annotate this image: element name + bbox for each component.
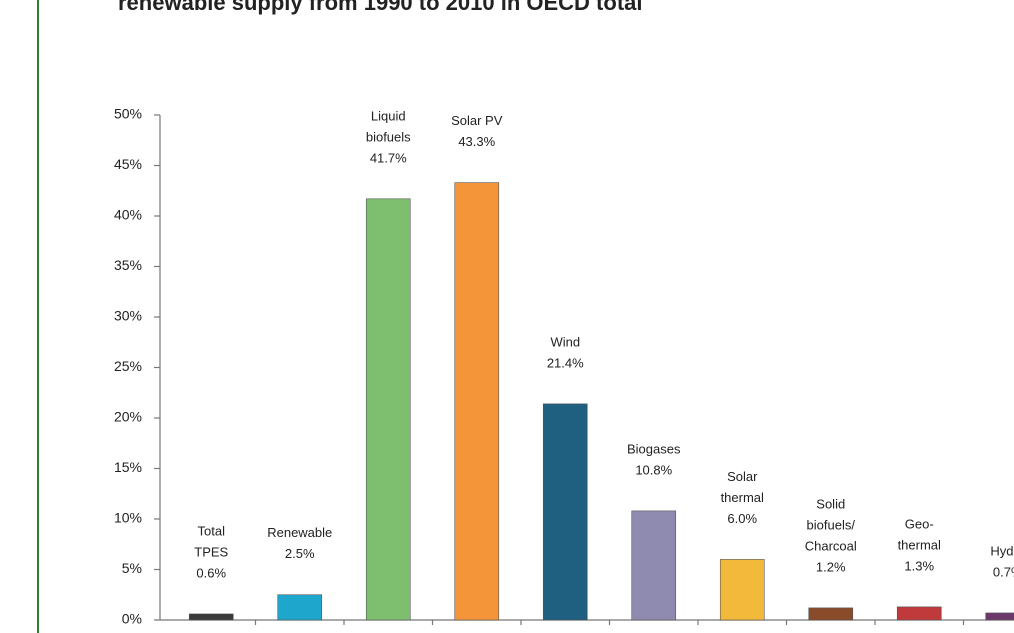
bar	[188, 613, 234, 621]
category-label: Renewable	[267, 525, 332, 540]
y-tick-label: 35%	[114, 257, 142, 273]
category-label: Liquid	[371, 108, 406, 123]
y-tick-label: 45%	[114, 156, 142, 172]
y-tick-label: 15%	[114, 459, 142, 475]
y-tick-label: 5%	[122, 560, 142, 576]
category-label: Geo-	[905, 516, 934, 531]
category-label: TPES	[194, 544, 228, 559]
category-label: biofuels/	[807, 517, 856, 532]
category-label: Solid	[816, 496, 845, 511]
y-tick-label: 0%	[122, 611, 142, 627]
bar	[454, 182, 500, 621]
category-label: thermal	[898, 537, 941, 552]
category-label: Solar PV	[451, 113, 503, 128]
y-tick-label: 25%	[114, 358, 142, 374]
value-label: 10.8%	[635, 462, 672, 477]
category-label: Solar	[727, 469, 758, 484]
y-tick-label: 20%	[114, 409, 142, 425]
bar	[277, 594, 323, 621]
value-label: 0.6%	[196, 565, 226, 580]
category-label: Total	[198, 523, 226, 538]
category-label: Biogases	[627, 441, 681, 456]
bar	[365, 198, 411, 621]
y-tick-label: 40%	[114, 207, 142, 223]
value-label: 1.2%	[816, 559, 846, 574]
bar	[631, 510, 677, 621]
value-label: 21.4%	[547, 355, 584, 370]
category-label: Charcoal	[805, 538, 857, 553]
category-label: Hydro	[990, 543, 1014, 558]
value-label: 1.3%	[904, 558, 934, 573]
bar	[719, 559, 765, 621]
chart-title: renewable supply from 1990 to 2010 in OE…	[118, 0, 643, 15]
bar	[542, 403, 588, 621]
value-label: 0.7%	[993, 564, 1014, 579]
value-label: 2.5%	[285, 546, 315, 561]
y-tick-label: 50%	[114, 106, 142, 122]
y-tick-label: 10%	[114, 510, 142, 526]
category-label: Wind	[550, 334, 580, 349]
category-label: biofuels	[366, 129, 411, 144]
bar	[808, 607, 854, 621]
value-label: 43.3%	[458, 134, 495, 149]
y-tick-label: 30%	[114, 308, 142, 324]
bar	[985, 612, 1014, 621]
category-label: thermal	[721, 490, 764, 505]
value-label: 41.7%	[370, 150, 407, 165]
value-label: 6.0%	[727, 511, 757, 526]
bar	[896, 606, 942, 621]
